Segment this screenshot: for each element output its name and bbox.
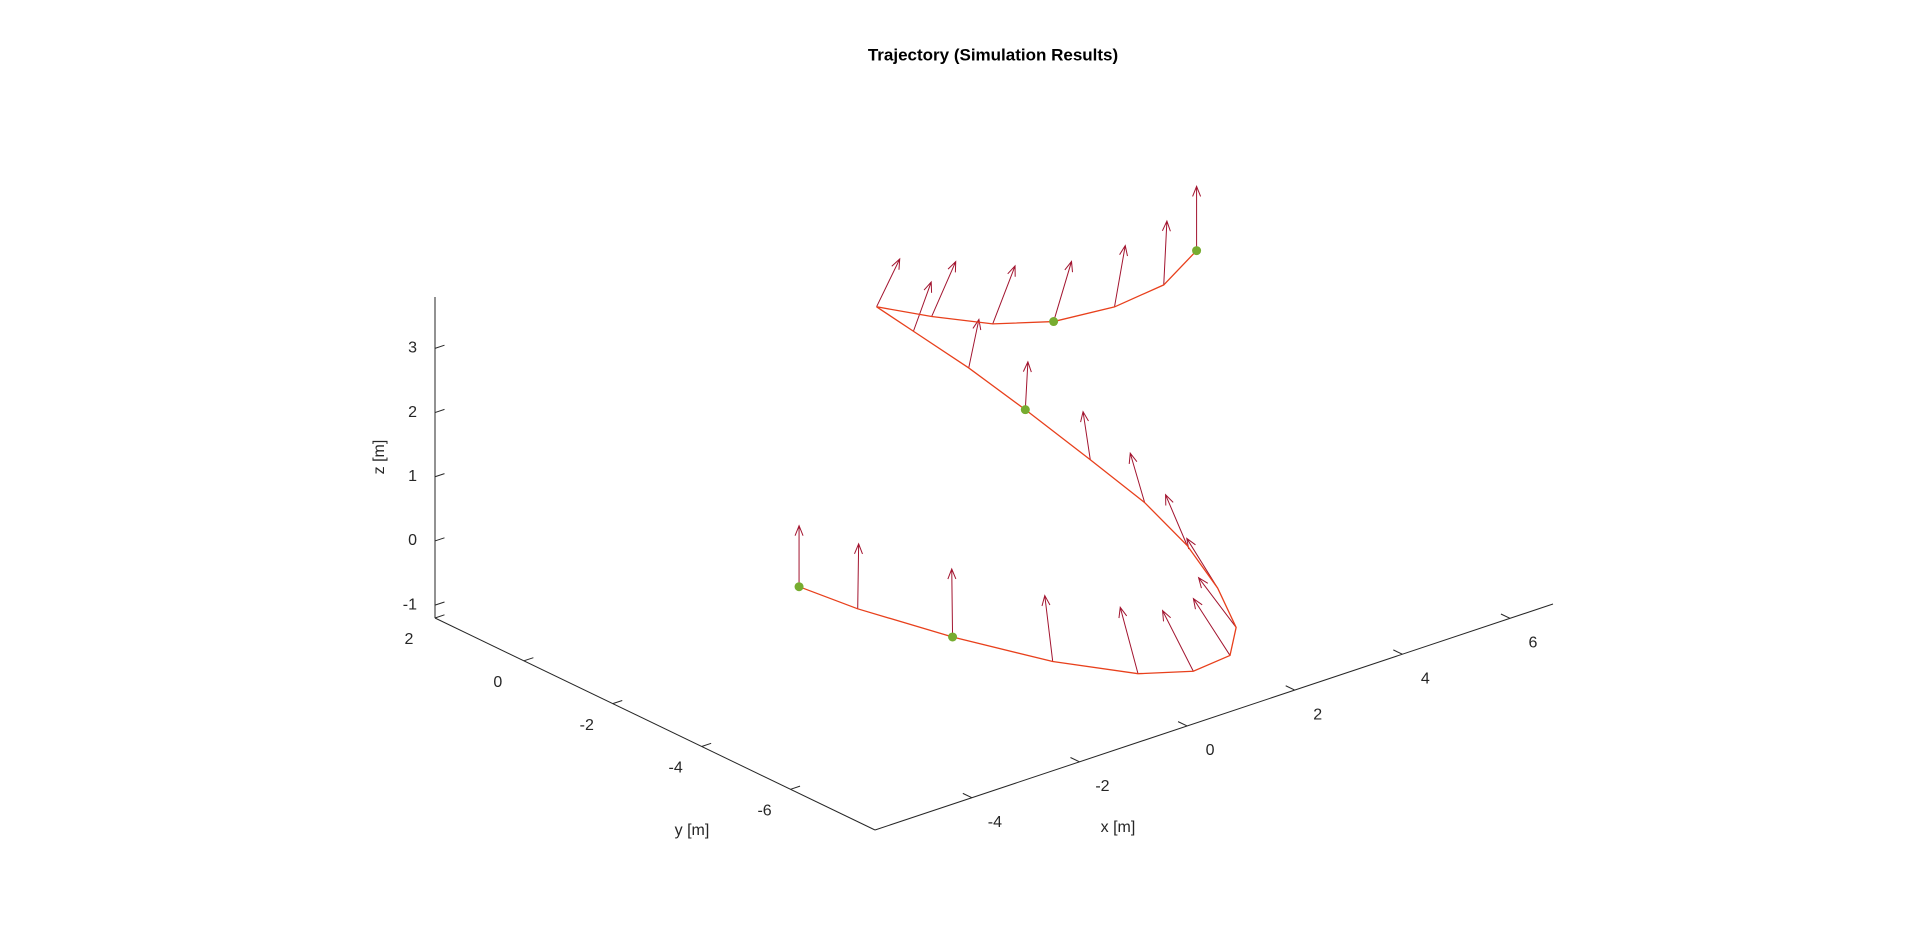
x-tick-label: 6 — [1528, 635, 1537, 652]
chart-title: Trajectory (Simulation Results) — [868, 45, 1118, 64]
x-tick-label: -4 — [988, 814, 1002, 831]
x-axis — [874, 603, 1554, 831]
y-tick-label: 0 — [493, 674, 502, 691]
x-axis-label: x [m] — [1101, 819, 1136, 836]
thrust-arrow — [912, 280, 933, 332]
thrust-arrow — [947, 567, 957, 637]
thrust-arrow — [1161, 609, 1194, 672]
x-tick-label: 4 — [1421, 670, 1430, 687]
x-tick-label: 0 — [1206, 742, 1215, 759]
y-tick-label: -6 — [757, 803, 771, 820]
x-tick — [1500, 613, 1511, 619]
y-tick-label: -2 — [580, 717, 594, 734]
z-tick-label: 2 — [408, 404, 417, 421]
thrust-arrow — [931, 260, 957, 317]
z-tick — [434, 601, 445, 606]
y-tick — [701, 742, 712, 747]
waypoint — [1192, 246, 1202, 256]
thrust-arrow — [1165, 493, 1188, 546]
thrust-arrow — [876, 257, 901, 308]
x-tick-label: -2 — [1095, 778, 1109, 795]
x-tick — [1177, 721, 1188, 727]
waypoint — [1020, 405, 1030, 415]
z-tick — [434, 537, 445, 542]
waypoint — [948, 632, 958, 642]
trajectory-line — [798, 250, 1237, 675]
y-tick — [434, 614, 445, 619]
x-tick-label: 2 — [1313, 706, 1322, 723]
thrust-arrow — [1080, 410, 1091, 460]
thrust-arrow — [1041, 594, 1054, 662]
thrust-arrow — [968, 318, 982, 369]
z-tick-label: -1 — [403, 596, 417, 613]
thrust-arrow — [1053, 260, 1073, 322]
z-tick — [434, 473, 445, 478]
thrust-arrow — [992, 264, 1016, 325]
y-axis — [434, 617, 876, 831]
thrust-arrow — [854, 542, 863, 609]
z-tick-label: 0 — [408, 532, 417, 549]
z-tick — [434, 344, 445, 349]
z-tick — [434, 408, 445, 414]
z-axis-label: z [m] — [371, 440, 388, 475]
thrust-arrow — [1161, 219, 1171, 285]
thrust-arrow — [1114, 244, 1128, 307]
x-tick — [1393, 649, 1403, 655]
thrust-arrow — [1197, 576, 1237, 628]
y-tick — [612, 700, 623, 705]
x-tick — [1070, 757, 1080, 763]
thrust-arrow — [794, 524, 804, 587]
thrust-arrow — [1192, 597, 1231, 656]
y-tick-label: -4 — [669, 760, 683, 777]
thrust-arrow — [1022, 360, 1032, 410]
thrust-arrow — [1128, 451, 1146, 503]
z-tick-label: 3 — [408, 340, 417, 357]
z-tick-label: 1 — [408, 468, 417, 485]
y-tick — [790, 785, 801, 790]
y-axis-label: y [m] — [675, 822, 710, 839]
thrust-arrow — [1118, 606, 1139, 674]
x-tick — [962, 792, 973, 799]
x-tick — [1285, 685, 1295, 691]
waypoint — [794, 582, 804, 592]
y-tick-label: 2 — [405, 631, 414, 648]
waypoint — [1049, 317, 1059, 327]
thrust-arrow — [1192, 185, 1202, 251]
y-tick — [523, 657, 534, 662]
